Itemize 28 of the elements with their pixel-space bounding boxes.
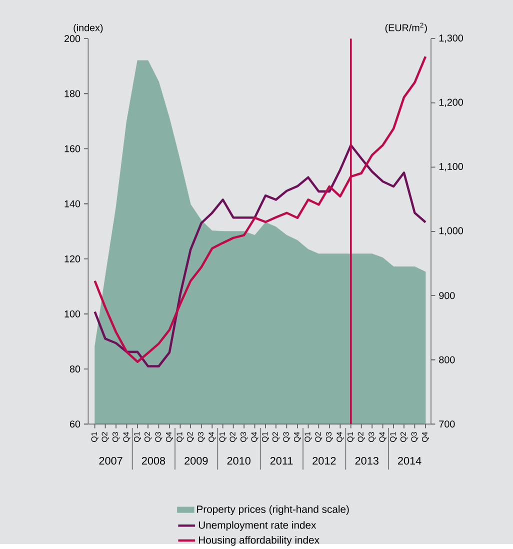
y2-axis-title: (EUR/m$^{2}$) [385,22,427,34]
legend-label: Housing affordability index [198,536,320,546]
text: 2007 [99,456,122,465]
y2-tick-label: 1,100 [439,163,463,172]
legend-label: Unemployment rate index [198,521,316,531]
y2-tick-label: 1,000 [439,227,463,236]
text: 2011 [270,456,293,465]
legend-label: Property prices (right-hand scale) [197,505,349,515]
y-tick-label: 160 [64,145,80,152]
y-tick-label: 200 [64,35,80,42]
y2-tick-label: 700 [439,420,455,428]
y-axis-title: (index) [74,24,103,34]
text: 2013 [355,456,378,465]
text: 2008 [142,456,165,465]
text: 2009 [184,456,208,465]
text: 2010 [227,456,250,465]
y2-tick-label: 900 [439,292,455,300]
y2-tick-label: 1,300 [439,34,463,43]
y-tick-label: 60 [70,420,80,428]
y-tick-label: 180 [64,90,80,98]
text: 2012 [312,456,336,465]
y-tick-label: 120 [64,255,80,262]
y-tick-label: 80 [70,366,80,372]
y-tick-label: 100 [64,310,80,318]
y-tick-label: 140 [64,200,80,208]
y2-tick-label: 1,200 [439,98,463,107]
y2-tick-label: 800 [439,356,455,364]
text: 2014 [398,456,422,465]
